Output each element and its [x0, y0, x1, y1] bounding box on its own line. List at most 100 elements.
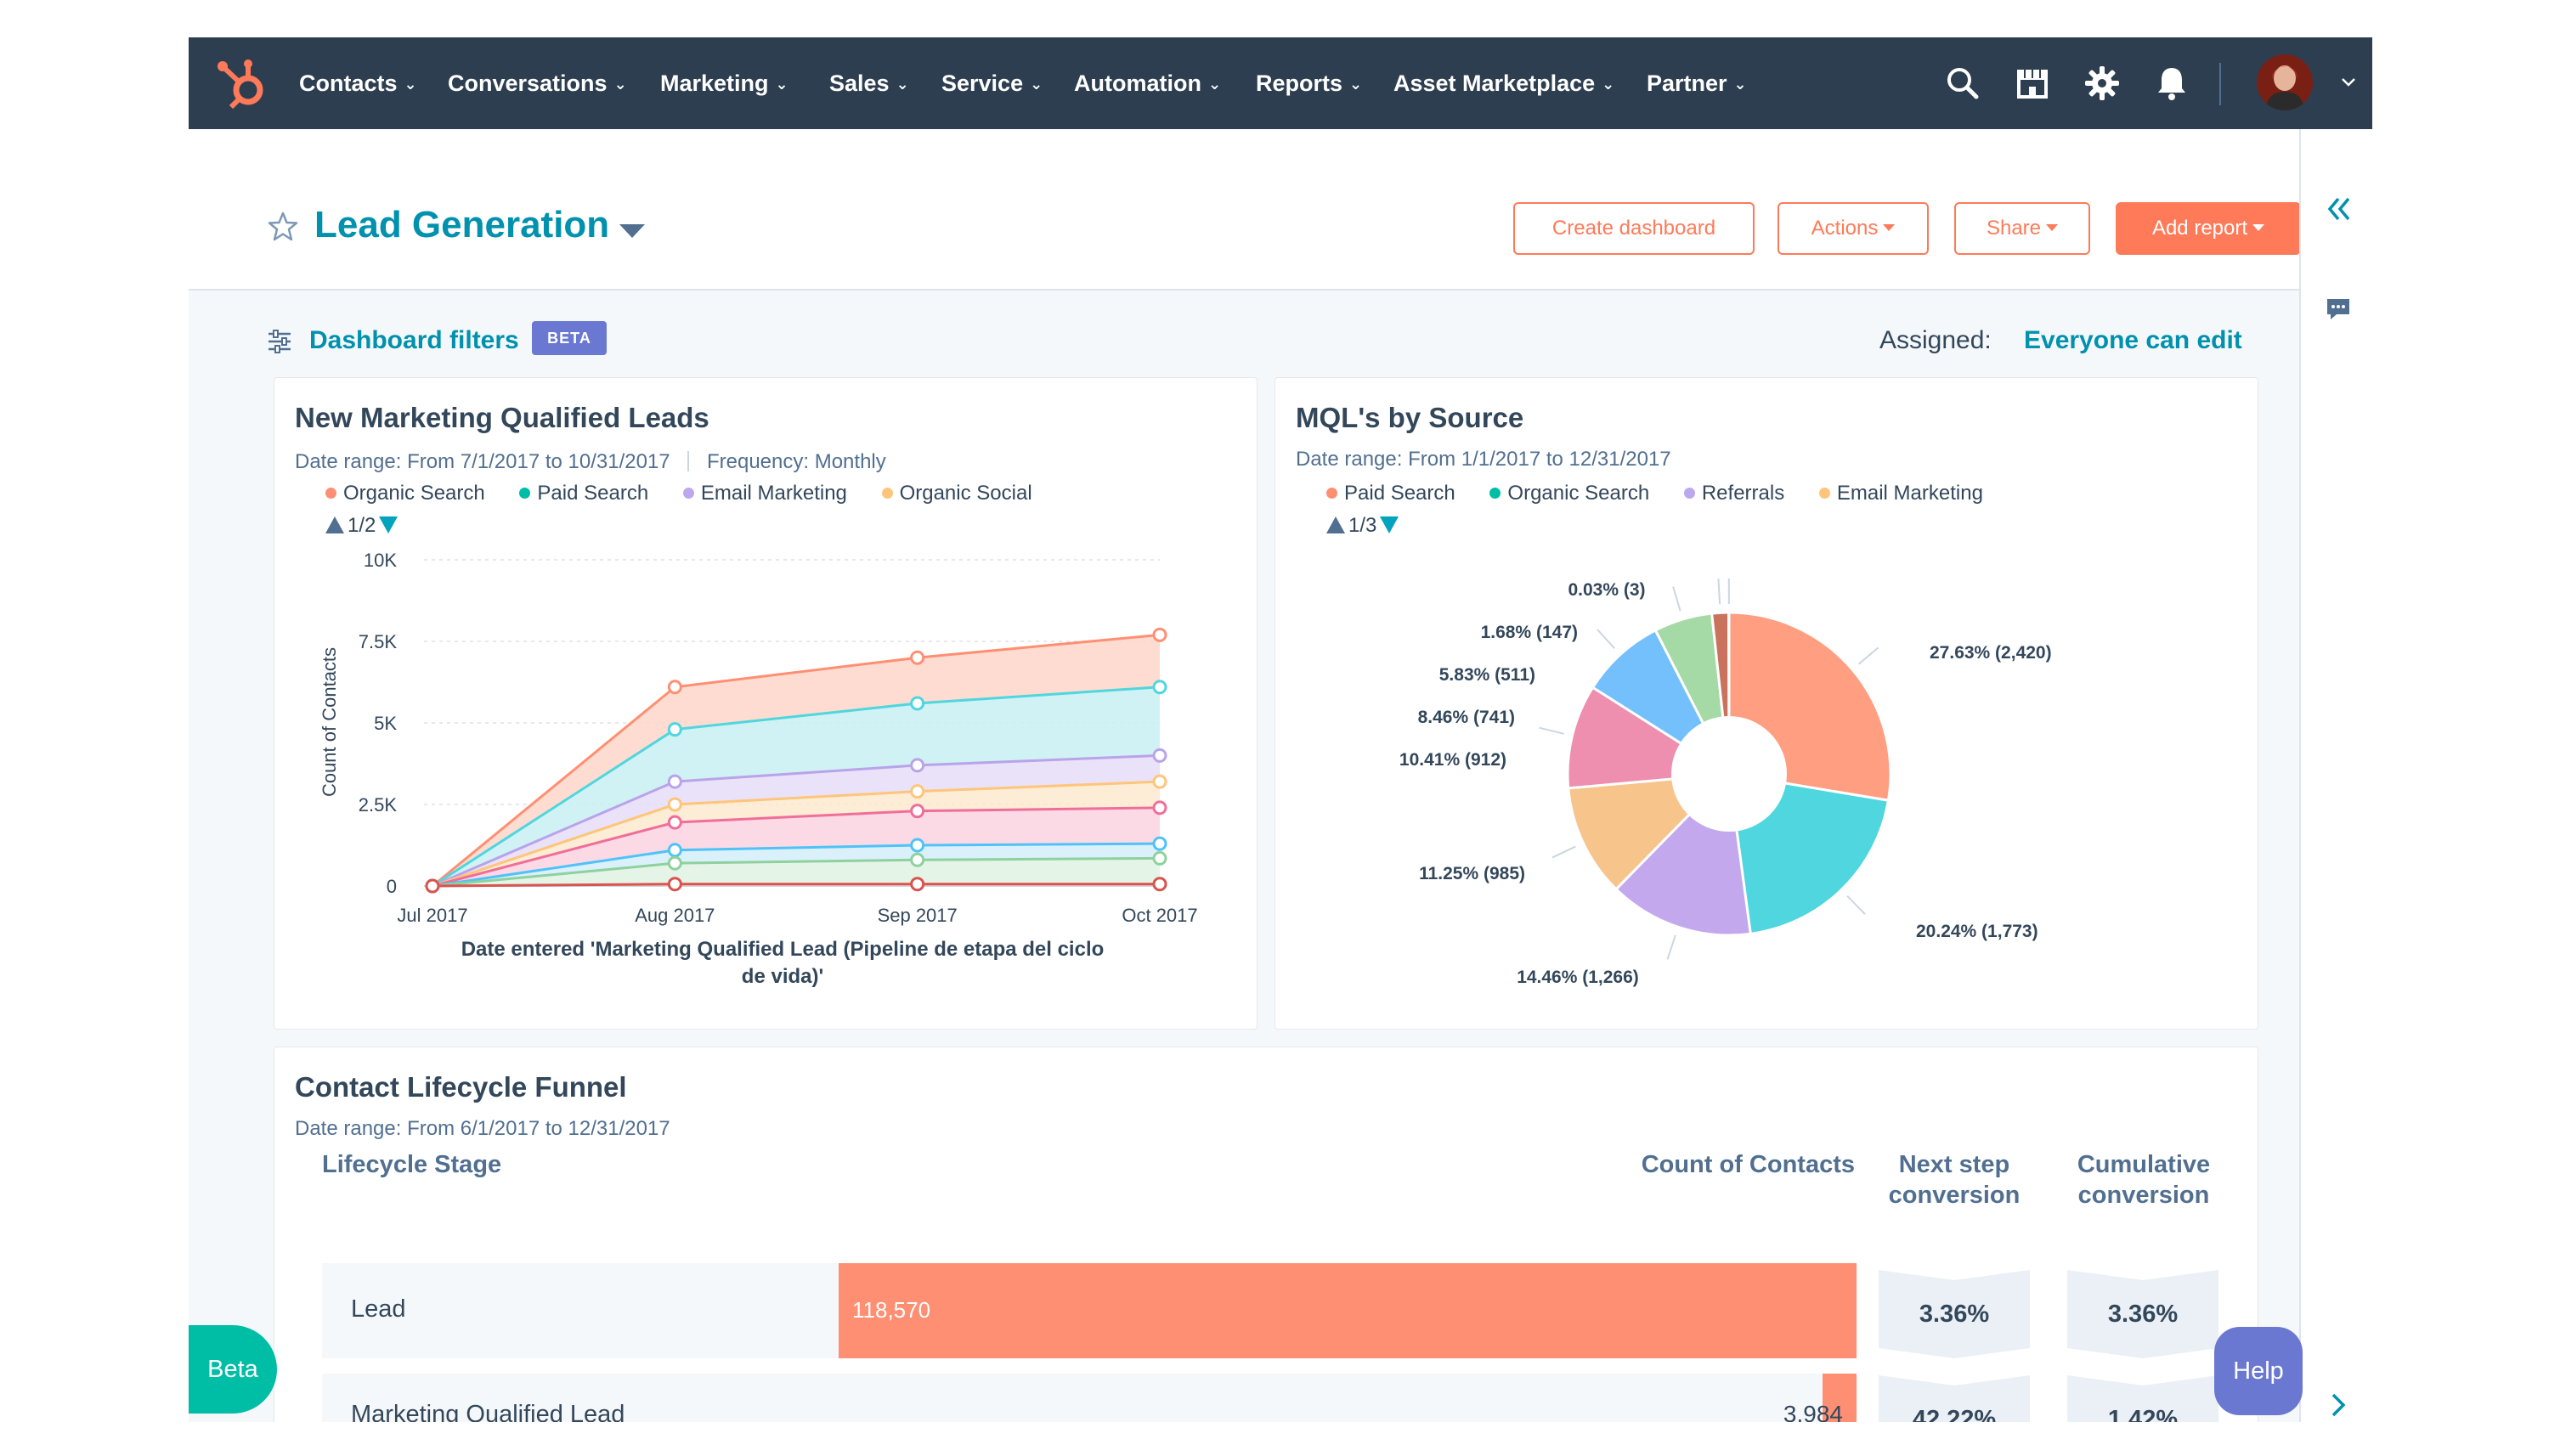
- data-point[interactable]: [1152, 680, 1167, 695]
- report-title[interactable]: Contact Lifecycle Funnel: [295, 1071, 627, 1103]
- nav-contacts[interactable]: Contacts ⌄: [299, 37, 417, 129]
- data-point[interactable]: [1152, 627, 1167, 642]
- x-tick-label: Oct 2017: [1122, 905, 1197, 926]
- data-point[interactable]: [1152, 800, 1167, 815]
- legend-item[interactable]: Email Marketing: [682, 482, 847, 505]
- legend-item[interactable]: Email Marketing: [1818, 482, 1983, 505]
- data-point[interactable]: [1152, 877, 1167, 892]
- legend-next-icon[interactable]: [1380, 516, 1399, 533]
- report-date-range: Date range: From 6/1/2017 to 12/31/2017: [295, 1117, 670, 1140]
- legend-item[interactable]: Organic Search: [1489, 482, 1649, 505]
- nav-partner[interactable]: Partner ⌄: [1647, 37, 1747, 129]
- legend-item[interactable]: Organic Social: [881, 482, 1032, 505]
- nav-service[interactable]: Service ⌄: [941, 37, 1043, 129]
- assigned-permission-link[interactable]: Everyone can edit: [2024, 326, 2242, 354]
- beta-feedback-button[interactable]: Beta: [189, 1325, 277, 1414]
- create-dashboard-button[interactable]: Create dashboard: [1513, 202, 1755, 255]
- data-point[interactable]: [425, 878, 440, 894]
- filter-sliders-icon[interactable]: [267, 330, 292, 353]
- report-title[interactable]: New Marketing Qualified Leads: [295, 402, 709, 433]
- pie-slice-label: 20.24% (1,773): [1916, 922, 2038, 941]
- x-tick-label: Jul 2017: [397, 905, 467, 926]
- data-point[interactable]: [667, 815, 682, 830]
- data-point[interactable]: [910, 804, 925, 819]
- marketplace-icon[interactable]: [2012, 63, 2053, 104]
- report-card-new-mqls: New Marketing Qualified Leads Date range…: [274, 377, 1258, 1030]
- legend-pager[interactable]: 1/2: [325, 514, 398, 538]
- legend-prev-icon[interactable]: [1326, 516, 1345, 533]
- pie-slice-label: 5.83% (511): [1439, 665, 1535, 685]
- account-chevron-down-icon[interactable]: [2338, 71, 2359, 92]
- data-point[interactable]: [1152, 748, 1167, 763]
- legend-pager[interactable]: 1/3: [1326, 514, 1399, 538]
- dashboard-switcher-caret-icon[interactable]: [618, 223, 647, 240]
- funnel-row[interactable]: [322, 1374, 1857, 1422]
- app-frame: Contacts ⌄ Conversations ⌄ Marketing ⌄ Sale…: [189, 37, 2372, 1422]
- area-series-line[interactable]: [432, 856, 1161, 888]
- nav-conversations[interactable]: Conversations ⌄: [448, 37, 627, 129]
- data-point[interactable]: [667, 855, 682, 871]
- chevron-down-icon: ⌄: [896, 76, 909, 93]
- help-button[interactable]: Help: [2214, 1327, 2303, 1415]
- column-header-stage: Lifecycle Stage: [322, 1151, 502, 1178]
- area-series-line[interactable]: [432, 806, 1161, 888]
- actions-button[interactable]: Actions: [1778, 202, 1929, 255]
- legend-prev-icon[interactable]: [325, 516, 344, 533]
- area-series-fill: [432, 782, 1160, 886]
- user-avatar[interactable]: [2257, 54, 2313, 110]
- data-point[interactable]: [910, 758, 925, 773]
- chart-legend: Paid Search Organic Search Referrals Ema…: [1326, 482, 2012, 505]
- data-point[interactable]: [910, 696, 925, 711]
- nav-reports[interactable]: Reports ⌄: [1256, 37, 1362, 129]
- data-point[interactable]: [667, 680, 682, 695]
- notifications-bell-icon[interactable]: [2151, 63, 2192, 104]
- chart-legend: Organic Search Paid Search Email Marketi…: [325, 482, 1061, 505]
- hubspot-logo-icon[interactable]: [207, 49, 279, 121]
- nav-marketing[interactable]: Marketing ⌄: [660, 37, 788, 129]
- legend-item[interactable]: Paid Search: [1326, 482, 1455, 505]
- nav-asset-marketplace[interactable]: Asset Marketplace ⌄: [1393, 37, 1614, 129]
- funnel-bar[interactable]: [839, 1263, 1857, 1358]
- legend-next-icon[interactable]: [379, 516, 398, 533]
- nav-automation[interactable]: Automation ⌄: [1074, 37, 1221, 129]
- data-point[interactable]: [1152, 774, 1167, 789]
- data-point[interactable]: [667, 843, 682, 858]
- page-title[interactable]: Lead Generation: [314, 204, 610, 245]
- data-point[interactable]: [667, 722, 682, 737]
- legend-item[interactable]: Organic Search: [325, 482, 485, 505]
- chevron-down-icon: ⌄: [404, 76, 417, 93]
- favorite-star-icon[interactable]: [267, 211, 299, 243]
- data-point[interactable]: [667, 774, 682, 789]
- report-title[interactable]: MQL's by Source: [1296, 402, 1524, 433]
- dashboard-filters-link[interactable]: Dashboard filters: [309, 326, 519, 354]
- legend-item[interactable]: Referrals: [1683, 482, 1784, 505]
- funnel-bar[interactable]: [1822, 1374, 1857, 1422]
- area-series-line[interactable]: [432, 753, 1161, 888]
- area-series-line[interactable]: [432, 633, 1161, 888]
- add-report-button[interactable]: Add report: [2116, 202, 2301, 255]
- report-date-range: Date range: From 7/1/2017 to 10/31/2017 …: [295, 450, 886, 473]
- data-point[interactable]: [910, 784, 925, 799]
- area-series-line[interactable]: [432, 883, 1160, 888]
- data-point[interactable]: [667, 797, 682, 812]
- caret-down-icon: [1883, 224, 1896, 231]
- data-point[interactable]: [1152, 850, 1167, 866]
- collapse-double-chevron-icon[interactable]: [2325, 195, 2352, 223]
- data-point[interactable]: [910, 650, 925, 665]
- data-point[interactable]: [667, 877, 682, 892]
- area-series-line[interactable]: [432, 780, 1161, 888]
- area-series-line[interactable]: [432, 686, 1161, 888]
- search-icon[interactable]: [1942, 63, 1983, 104]
- data-point[interactable]: [1152, 836, 1167, 851]
- expand-chevron-right-icon[interactable]: [2326, 1391, 2350, 1419]
- data-point[interactable]: [910, 838, 925, 853]
- share-button[interactable]: Share: [1954, 202, 2090, 255]
- settings-gear-icon[interactable]: [2082, 63, 2122, 104]
- area-series-line[interactable]: [432, 842, 1161, 888]
- data-point[interactable]: [910, 852, 925, 867]
- chevron-down-icon: ⌄: [775, 76, 788, 93]
- legend-item[interactable]: Paid Search: [519, 482, 648, 505]
- comments-icon[interactable]: [2325, 296, 2352, 323]
- data-point[interactable]: [910, 877, 925, 892]
- nav-sales[interactable]: Sales ⌄: [829, 37, 909, 129]
